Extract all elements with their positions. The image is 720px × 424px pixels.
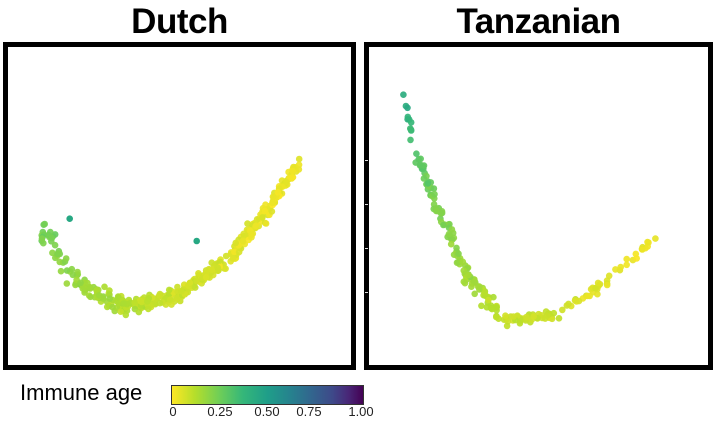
colorbar-tick-100: 1.00: [348, 404, 374, 419]
dutch-scatter-plot: [38, 155, 303, 319]
colorbar-tick-075: 0.75: [296, 404, 322, 419]
dutch-panel-title: Dutch: [131, 2, 228, 41]
colorbar-tick-025: 0.25: [207, 404, 233, 419]
tanzanian-scatter-panel: [364, 42, 713, 370]
tanzanian-scatter-plot: [400, 91, 659, 330]
dutch-scatter-panel: [3, 42, 356, 370]
tanzanian-panel-title: Tanzanian: [456, 2, 621, 41]
colorbar-tick-050: 0.50: [254, 404, 280, 419]
immune-age-colorbar: [171, 385, 364, 405]
legend-title: Immune age: [20, 380, 143, 405]
colorbar-tick-0: 0: [169, 404, 177, 419]
